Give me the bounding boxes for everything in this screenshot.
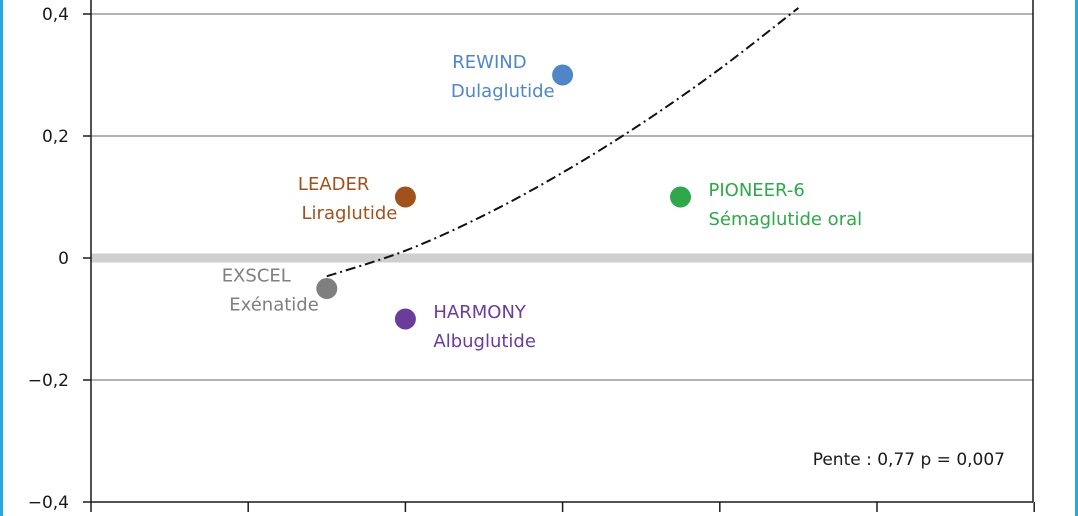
point-drug-label: Sémaglutide oral bbox=[709, 209, 863, 230]
point-drug-label: Liraglutide bbox=[302, 203, 398, 224]
data-point-group: LEADER Liraglutide bbox=[298, 174, 416, 224]
y-tick-label: 0,2 bbox=[42, 127, 69, 147]
trend-layer bbox=[326, 7, 800, 278]
data-point-group: PIONEER-6 Sémaglutide oral bbox=[670, 180, 862, 230]
scatter-chart: 0,40,20−0,2−0,4 REWINDDulaglutideLEADERL… bbox=[28, 0, 1035, 513]
data-point-group: REWIND Dulaglutide bbox=[451, 52, 574, 102]
point-trial-label: EXSCEL bbox=[222, 266, 291, 287]
data-point-group: EXSCEL Exénatide bbox=[222, 266, 338, 316]
data-point bbox=[394, 308, 416, 330]
y-tick-label: 0,4 bbox=[42, 5, 69, 25]
y-tick-label: −0,2 bbox=[28, 371, 69, 391]
data-point-group: HARMONY Albuglutide bbox=[394, 302, 536, 352]
y-tick-label: 0 bbox=[58, 249, 69, 269]
point-trial-label: HARMONY bbox=[433, 302, 527, 323]
point-trial-label: PIONEER-6 bbox=[709, 180, 805, 201]
grid-layer bbox=[91, 13, 1033, 381]
point-drug-label: Dulaglutide bbox=[451, 81, 555, 102]
point-drug-label: Exénatide bbox=[229, 295, 319, 316]
data-point bbox=[394, 186, 416, 208]
trend-line bbox=[326, 7, 800, 278]
data-point bbox=[552, 64, 574, 86]
data-point bbox=[316, 278, 338, 299]
data-point bbox=[670, 186, 691, 208]
point-trial-label: REWIND bbox=[452, 52, 526, 73]
point-layer: REWIND Dulaglutide LEADER Liraglutide PIONEE… bbox=[222, 52, 862, 352]
y-tick-label: −0,4 bbox=[28, 493, 69, 513]
axis-layer: 0,4 0,2 0 −0,2 −0,4 bbox=[28, 0, 1035, 513]
point-trial-label: LEADER bbox=[298, 174, 369, 195]
slope-annotation: Pente : 0,77 p = 0,007 bbox=[813, 450, 1005, 470]
point-drug-label: Albuglutide bbox=[433, 331, 536, 352]
